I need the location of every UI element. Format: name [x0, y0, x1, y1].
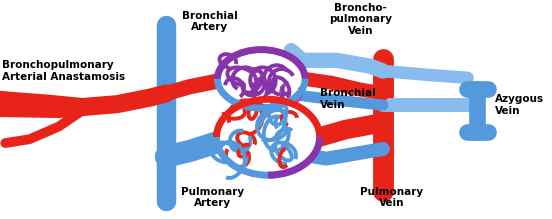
Text: Bronchopulmonary
Arterial Anastamosis: Bronchopulmonary Arterial Anastamosis: [2, 60, 125, 82]
Text: Pulmonary
Artery: Pulmonary Artery: [181, 187, 244, 208]
Text: Bronchial
Artery: Bronchial Artery: [182, 11, 237, 32]
Ellipse shape: [217, 100, 319, 174]
Text: Pulmonary
Vein: Pulmonary Vein: [360, 187, 423, 208]
Ellipse shape: [219, 51, 304, 107]
Text: Broncho-
pulmonary
Vein: Broncho- pulmonary Vein: [329, 3, 392, 36]
Text: Bronchial
Vein: Bronchial Vein: [320, 88, 375, 110]
Text: Azygous
Vein: Azygous Vein: [495, 94, 544, 116]
